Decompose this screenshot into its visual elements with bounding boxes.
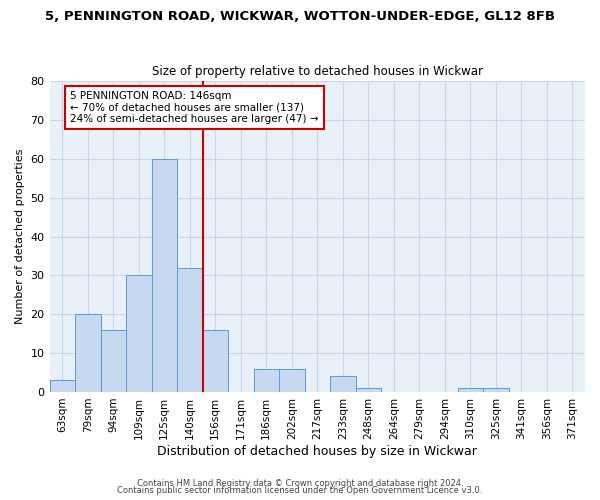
Bar xyxy=(177,268,203,392)
Bar xyxy=(356,388,381,392)
Text: 5, PENNINGTON ROAD, WICKWAR, WOTTON-UNDER-EDGE, GL12 8FB: 5, PENNINGTON ROAD, WICKWAR, WOTTON-UNDE… xyxy=(45,10,555,23)
Bar xyxy=(126,276,152,392)
Y-axis label: Number of detached properties: Number of detached properties xyxy=(15,149,25,324)
Text: Contains public sector information licensed under the Open Government Licence v3: Contains public sector information licen… xyxy=(118,486,482,495)
Text: 5 PENNINGTON ROAD: 146sqm
← 70% of detached houses are smaller (137)
24% of semi: 5 PENNINGTON ROAD: 146sqm ← 70% of detac… xyxy=(70,91,319,124)
Bar xyxy=(458,388,483,392)
Bar xyxy=(101,330,126,392)
Title: Size of property relative to detached houses in Wickwar: Size of property relative to detached ho… xyxy=(152,66,483,78)
Bar xyxy=(50,380,75,392)
Bar xyxy=(203,330,228,392)
Text: Contains HM Land Registry data © Crown copyright and database right 2024.: Contains HM Land Registry data © Crown c… xyxy=(137,478,463,488)
Bar xyxy=(330,376,356,392)
Bar xyxy=(279,368,305,392)
Bar xyxy=(483,388,509,392)
Bar xyxy=(254,368,279,392)
Bar xyxy=(152,159,177,392)
X-axis label: Distribution of detached houses by size in Wickwar: Distribution of detached houses by size … xyxy=(157,444,477,458)
Bar xyxy=(75,314,101,392)
